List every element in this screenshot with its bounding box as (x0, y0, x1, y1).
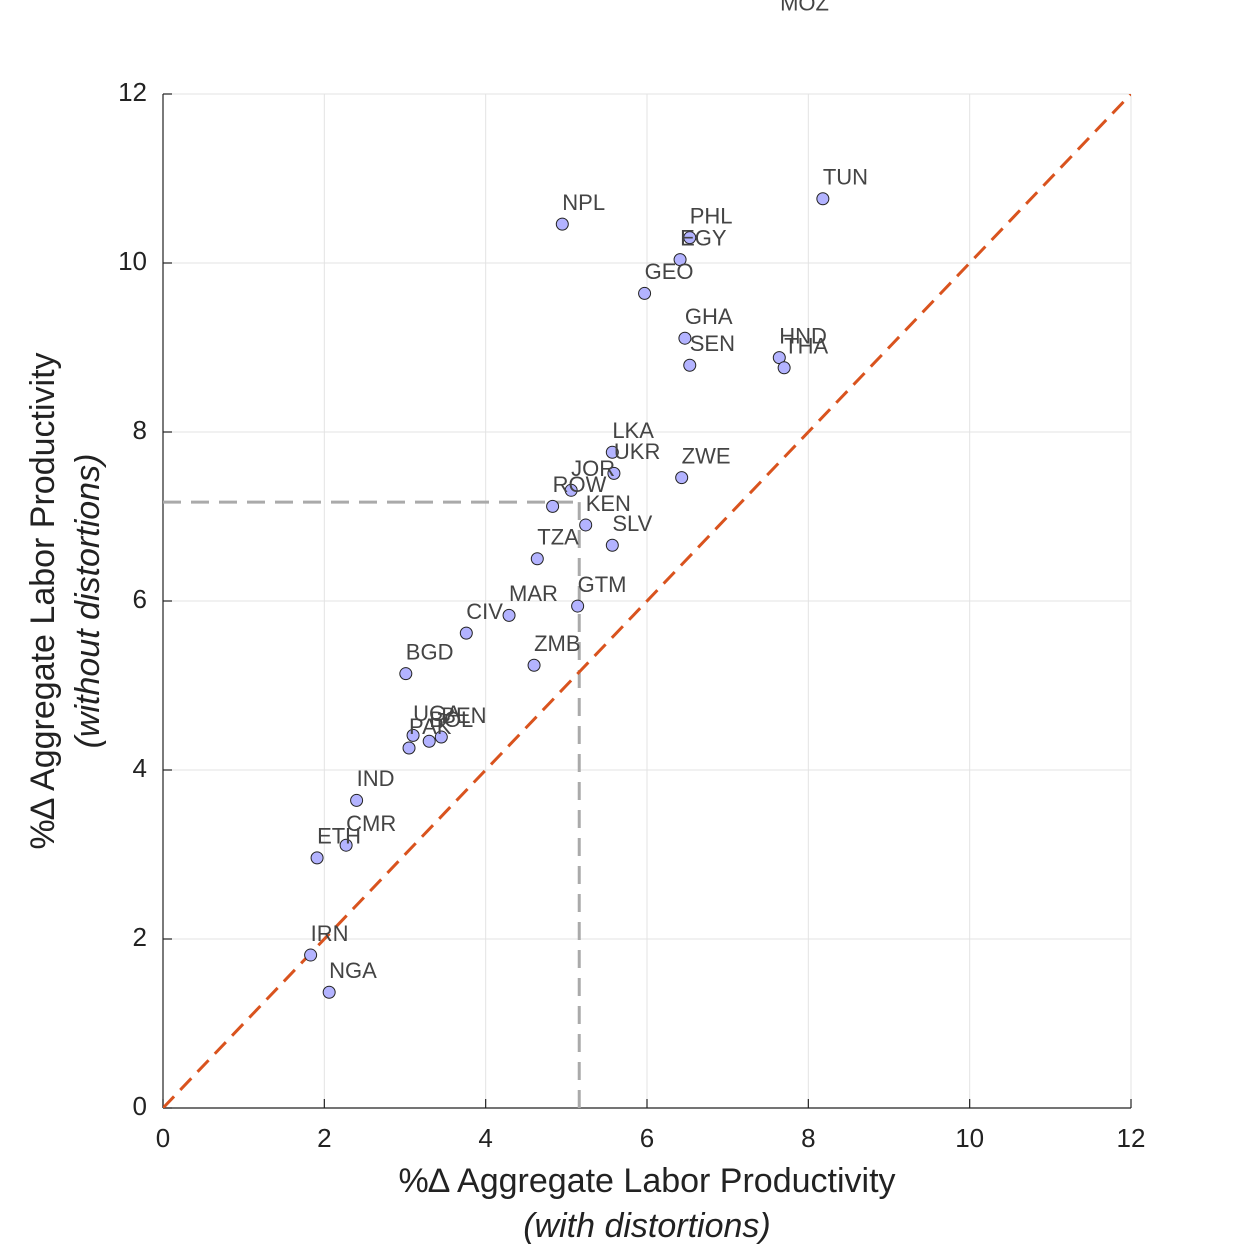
point (678, 331, 692, 345)
point (816, 192, 830, 206)
x-tick-label: 6 (640, 1123, 654, 1153)
point-label: BOL (429, 707, 473, 732)
point-label: MOZ (780, 0, 829, 16)
point (530, 552, 544, 566)
point (459, 626, 473, 640)
point-label: GHA (685, 304, 733, 329)
point-label: HND (779, 323, 827, 348)
point-label: NPL (562, 190, 605, 215)
y-axis-label: %∆ Aggregate Labor Productivity (24, 352, 62, 849)
point (638, 286, 652, 300)
x-tick-label: 12 (1117, 1123, 1146, 1153)
point-label: EGY (680, 225, 727, 250)
point-label: ROW (553, 472, 607, 497)
point-label: PAK (409, 714, 452, 739)
point (675, 471, 689, 485)
diagonal-line (163, 94, 1131, 1108)
point (564, 483, 578, 497)
point-label: JOR (571, 456, 615, 481)
point (683, 231, 697, 245)
point (605, 445, 619, 459)
point-label: ZMB (534, 631, 580, 656)
point-label: TZA (537, 525, 579, 550)
x-tick-label: 4 (478, 1123, 492, 1153)
point-label: THA (784, 334, 828, 359)
point-label: ETH (317, 824, 361, 849)
point-label: GTM (578, 572, 627, 597)
y-tick-label: 6 (133, 584, 147, 614)
x-tick-label: 0 (156, 1123, 170, 1153)
x-axis-label: %∆ Aggregate Labor Productivity (398, 1162, 895, 1200)
point-label: GEO (645, 259, 694, 284)
point-label: BEN (441, 703, 486, 728)
x-tick-label: 2 (317, 1123, 331, 1153)
point (579, 518, 593, 532)
point-label: CIV (466, 599, 503, 624)
point-label: BGD (406, 639, 454, 664)
point-label: CMR (346, 811, 396, 836)
x-tick-label: 8 (801, 1123, 815, 1153)
point-label: LKA (612, 418, 654, 443)
point (402, 741, 416, 755)
point-label: IND (357, 766, 395, 791)
point (434, 730, 448, 744)
point-label: UGA (413, 701, 461, 726)
point (555, 217, 569, 231)
point (546, 499, 560, 513)
point (350, 793, 364, 807)
point (399, 667, 413, 681)
point (673, 253, 687, 267)
point (605, 538, 619, 552)
y-tick-label: 2 (133, 922, 147, 952)
point (406, 728, 420, 742)
point-label: NGA (329, 958, 377, 983)
point (322, 985, 336, 999)
point-label: SEN (690, 331, 735, 356)
point (339, 838, 353, 852)
y-tick-label: 0 (133, 1091, 147, 1121)
point (774, 19, 786, 31)
point (777, 361, 791, 375)
point (683, 358, 697, 372)
point-label: SLV (612, 511, 652, 536)
point-label: IRN (311, 921, 349, 946)
y-tick-label: 10 (118, 246, 147, 276)
point (607, 466, 621, 480)
point-label: UKR (614, 439, 660, 464)
point-label: MAR (509, 581, 558, 606)
y-tick-label: 12 (118, 77, 147, 107)
y-tick-label: 4 (133, 753, 147, 783)
x-tick-label: 10 (955, 1123, 984, 1153)
point (571, 599, 585, 613)
y-axis-sublabel: (without distortions) (69, 454, 107, 749)
point (502, 608, 516, 622)
x-axis-sublabel: (with distortions) (523, 1207, 771, 1245)
point (422, 734, 436, 748)
point-label: ZWE (682, 443, 731, 468)
point (310, 851, 324, 865)
point-label: KEN (586, 491, 631, 516)
point (304, 948, 318, 962)
y-tick-label: 8 (133, 415, 147, 445)
plot-area (163, 19, 1131, 1108)
point-label: TUN (823, 165, 868, 190)
point (527, 658, 541, 672)
point-label: PHL (690, 203, 733, 228)
